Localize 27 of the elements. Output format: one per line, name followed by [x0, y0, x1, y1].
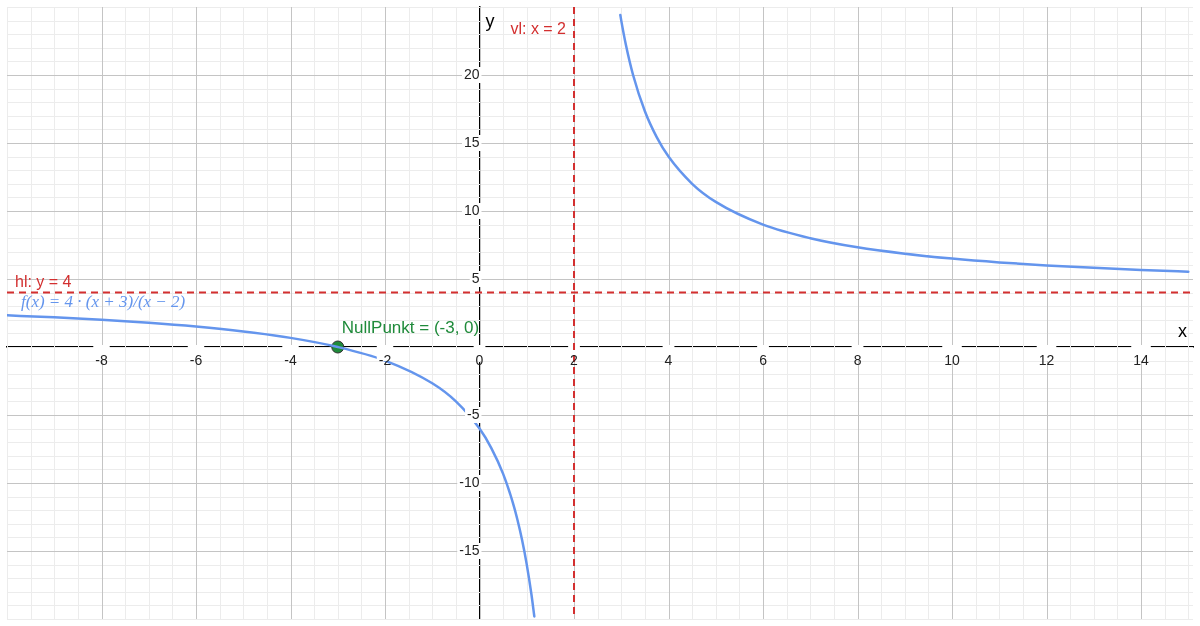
x-tick-label: -2	[378, 352, 392, 369]
y-axis-title: y	[485, 11, 495, 31]
x-tick-label: 8	[853, 352, 862, 369]
y-tick-label: -5	[467, 405, 480, 422]
line-series	[7, 314, 536, 618]
x-tick-label: 0	[475, 352, 484, 369]
x-tick-label: 4	[664, 352, 673, 369]
x-axis-title: x	[1178, 321, 1187, 341]
x-tick-label: 14	[1133, 352, 1150, 369]
x-tick-label: 2	[570, 352, 579, 369]
x-tick-label: -6	[189, 352, 203, 369]
y-tick-label: -15	[459, 541, 480, 558]
series-label: f(x) = 4 · (x + 3)/(x − 2)	[21, 292, 186, 312]
x-tick-label: -8	[95, 352, 108, 369]
x-tick-label: -4	[284, 352, 297, 369]
ref-line-label: vl: x = 2	[510, 20, 567, 37]
x-tick-label: 6	[759, 352, 768, 369]
line-series	[619, 13, 1190, 273]
x-tick-label: 12	[1038, 352, 1055, 369]
y-tick-label: 20	[463, 65, 480, 82]
y-tick-label: -10	[459, 473, 480, 490]
y-tick-label: 10	[463, 201, 480, 218]
series-label: NullPunkt = (-3, 0)	[341, 318, 480, 337]
x-tick-label: 10	[944, 352, 961, 369]
y-tick-label: 15	[463, 133, 480, 150]
ref-line-label: hl: y = 4	[15, 272, 72, 290]
y-tick-label: 5	[471, 269, 480, 286]
